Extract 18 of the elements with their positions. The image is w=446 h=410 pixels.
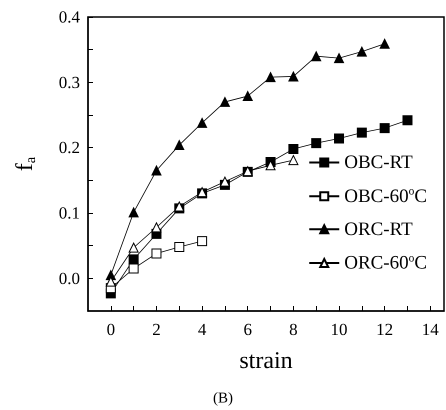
y-axis-title: fa bbox=[12, 156, 39, 172]
y-tick-label: 0.0 bbox=[58, 268, 80, 288]
text: (B) bbox=[213, 390, 233, 406]
legend-label: ORC-RT bbox=[344, 218, 414, 240]
x-tick-label: 12 bbox=[376, 320, 394, 339]
x-tick-label: 14 bbox=[422, 320, 440, 339]
y-tick-label: 0.4 bbox=[58, 8, 80, 26]
x-tick-label: 10 bbox=[330, 320, 348, 339]
x-tick-label: 6 bbox=[243, 320, 252, 339]
x-tick-label: 4 bbox=[198, 320, 207, 339]
x-axis-title: strain bbox=[239, 348, 293, 374]
legend-label: OBC-RT bbox=[344, 152, 414, 173]
y-tick-label: 0.1 bbox=[58, 204, 80, 222]
y-tick-label: 0.3 bbox=[58, 72, 80, 92]
x-tick-label: 0 bbox=[106, 320, 116, 339]
x-tick-label: 2 bbox=[152, 320, 161, 339]
x-tick-label: 8 bbox=[289, 320, 298, 339]
y-tick-label: 0.2 bbox=[58, 138, 80, 158]
